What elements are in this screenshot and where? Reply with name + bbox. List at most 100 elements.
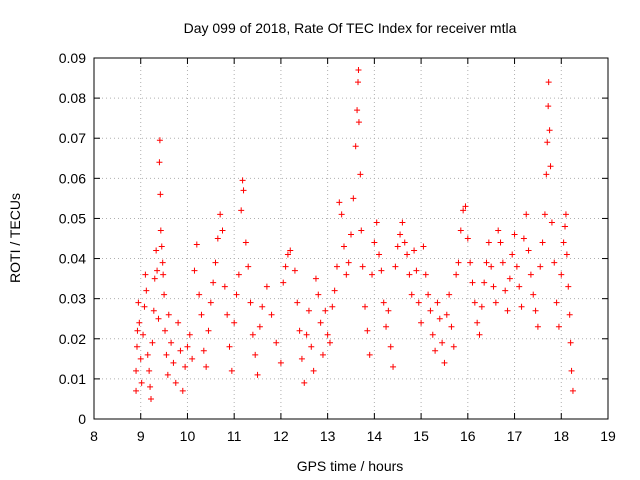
data-point	[499, 259, 506, 266]
data-point	[555, 323, 562, 330]
data-point	[212, 259, 219, 266]
data-point	[333, 263, 340, 270]
data-point	[163, 351, 170, 358]
x-tick-label: 9	[137, 428, 145, 444]
x-tick-label: 10	[180, 428, 196, 444]
x-tick-label: 12	[273, 428, 289, 444]
data-point	[425, 291, 432, 298]
data-point	[217, 211, 224, 218]
data-point	[490, 283, 497, 290]
data-point	[558, 271, 565, 278]
data-point	[301, 379, 308, 386]
data-point	[553, 299, 560, 306]
data-point	[366, 351, 373, 358]
data-point	[436, 315, 443, 322]
data-point	[133, 343, 140, 350]
data-point	[284, 251, 291, 258]
data-point	[357, 171, 364, 178]
data-point	[551, 259, 558, 266]
data-point	[177, 347, 184, 354]
data-point	[175, 319, 182, 326]
data-point	[383, 323, 390, 330]
data-point	[158, 243, 165, 250]
data-point	[392, 263, 399, 270]
x-axis-label: GPS time / hours	[297, 458, 404, 474]
data-point	[200, 347, 207, 354]
data-point	[184, 343, 191, 350]
data-point	[240, 187, 247, 194]
data-point	[376, 251, 383, 258]
data-point	[326, 339, 333, 346]
data-point	[203, 363, 210, 370]
data-point	[509, 251, 516, 258]
data-point	[543, 171, 550, 178]
data-point	[319, 351, 326, 358]
y-axis-label: ROTI / TECUs	[7, 193, 23, 283]
data-point	[155, 315, 162, 322]
y-tick-label: 0.06	[59, 170, 86, 186]
data-point	[541, 211, 548, 218]
data-point	[427, 307, 434, 314]
data-point	[156, 137, 163, 144]
data-point	[560, 239, 567, 246]
data-point	[401, 239, 408, 246]
data-point	[247, 299, 254, 306]
data-point	[221, 283, 228, 290]
data-point	[348, 231, 354, 238]
data-point	[277, 359, 284, 366]
data-point	[523, 211, 530, 218]
data-point	[460, 207, 467, 214]
data-point	[148, 395, 155, 402]
data-point	[530, 291, 537, 298]
data-point	[455, 259, 462, 266]
data-point	[331, 287, 338, 294]
data-point	[160, 271, 167, 278]
data-point	[495, 227, 502, 234]
data-point	[504, 307, 511, 314]
data-point	[308, 343, 315, 350]
data-point	[448, 323, 455, 330]
data-point	[481, 279, 488, 286]
data-point	[453, 271, 460, 278]
data-point	[287, 247, 294, 254]
data-point	[513, 263, 520, 270]
data-point	[464, 235, 471, 242]
y-tick-label: 0.08	[59, 90, 86, 106]
data-point	[238, 207, 245, 214]
data-point	[539, 239, 546, 246]
y-tick-label: 0.04	[59, 251, 86, 267]
data-point	[434, 299, 441, 306]
data-point	[189, 355, 196, 362]
data-point	[172, 379, 179, 386]
data-point	[268, 311, 275, 318]
data-point	[532, 307, 539, 314]
x-tick-label: 8	[90, 428, 98, 444]
data-point	[235, 271, 242, 278]
data-point	[352, 143, 359, 150]
data-point	[418, 319, 425, 326]
data-point	[422, 271, 429, 278]
x-tick-label: 11	[227, 428, 242, 444]
data-point	[162, 327, 169, 334]
data-point	[186, 331, 193, 338]
data-point	[415, 299, 422, 306]
data-point	[537, 263, 544, 270]
data-point	[228, 367, 235, 374]
data-point	[362, 303, 369, 310]
data-point	[138, 379, 145, 386]
x-axis-ticks: 8 9 10 11 12 13 14 15 16 17 18 19	[90, 58, 616, 444]
data-point	[239, 177, 246, 184]
data-point	[343, 271, 350, 278]
data-point	[406, 271, 413, 278]
data-point	[545, 103, 552, 110]
y-tick-label: 0.05	[59, 210, 86, 226]
data-point	[179, 387, 186, 394]
data-point	[457, 227, 464, 234]
data-point	[233, 291, 240, 298]
data-point	[294, 299, 301, 306]
data-point	[546, 127, 553, 134]
data-point	[373, 219, 380, 226]
data-point	[254, 371, 261, 378]
data-point	[355, 67, 362, 74]
